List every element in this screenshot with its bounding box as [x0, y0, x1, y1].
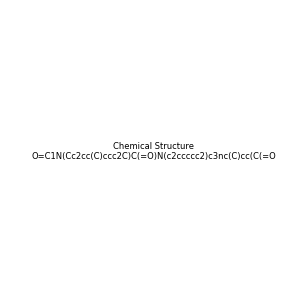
Text: Chemical Structure
O=C1N(Cc2cc(C)ccc2C)C(=O)N(c2ccccc2)c3nc(C)cc(C(=O: Chemical Structure O=C1N(Cc2cc(C)ccc2C)C… — [32, 142, 276, 161]
